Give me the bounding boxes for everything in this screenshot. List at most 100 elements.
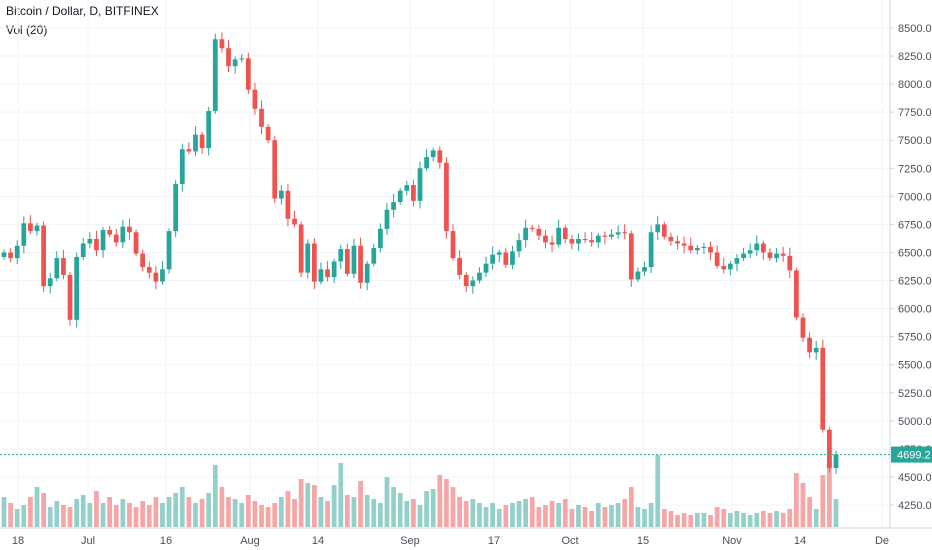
volume-bar [87, 503, 93, 527]
volume-bar [615, 503, 621, 527]
candle-body [325, 269, 330, 278]
candle-body [358, 245, 363, 283]
volume-bar [490, 503, 496, 527]
candles [1, 32, 839, 474]
volume-bar [543, 505, 548, 527]
volume-bar [780, 513, 786, 527]
candle-body [556, 227, 562, 245]
candle-body [470, 280, 476, 287]
volume-bar [378, 503, 383, 527]
candle-body [734, 258, 740, 264]
candle-body [668, 236, 674, 242]
volume-bar [642, 509, 647, 527]
x-tick-label: 17 [488, 535, 500, 547]
candle-body [239, 58, 245, 60]
volume-bar [727, 513, 733, 527]
candle-body [628, 233, 634, 280]
candle-body [364, 263, 370, 283]
volume-bar [655, 455, 661, 527]
volume-bar [503, 505, 509, 527]
volume-bar [265, 507, 271, 527]
candle-body [265, 126, 271, 141]
candle-body [120, 226, 126, 243]
x-tick-label: Sep [400, 535, 420, 547]
volume-bar [318, 497, 324, 527]
candle-body [67, 274, 73, 320]
candle-body [351, 245, 357, 274]
candle-body [272, 140, 278, 199]
volume-bar [800, 483, 806, 527]
volume-bar [305, 483, 311, 527]
y-tick-label: 8250.0 [898, 51, 932, 63]
volume-bar [127, 503, 132, 527]
volume-bar [688, 515, 694, 527]
candle-body [642, 267, 647, 272]
volume-bar [21, 505, 27, 527]
candle-body [681, 243, 687, 246]
y-tick-label: 4500.0 [898, 472, 932, 484]
volume-bar [450, 487, 456, 527]
volume-bar [589, 511, 595, 527]
candle-body [397, 190, 403, 202]
volume-bar [787, 509, 793, 527]
volume-bar [556, 503, 562, 527]
volume-bar [760, 511, 766, 527]
volume-bar [14, 509, 20, 527]
candle-body [292, 218, 297, 225]
candle-body [107, 230, 113, 235]
volume-bar [100, 503, 106, 527]
y-tick-label: 6250.0 [898, 276, 932, 288]
candle-body [278, 190, 284, 199]
y-tick-label: 7250.0 [898, 163, 932, 175]
last-price-label: 4699.2 [897, 450, 931, 462]
candle-body [378, 228, 383, 248]
volume-bar [226, 497, 231, 527]
candle-body [166, 231, 172, 270]
volume-bar [767, 513, 773, 527]
volume-bar [510, 503, 515, 527]
x-tick-label: Aug [240, 535, 260, 547]
volume-bar [582, 507, 588, 527]
volume-bar [74, 499, 80, 527]
y-tick-label: 8000.0 [898, 79, 932, 91]
volume-bar [331, 485, 337, 527]
candle-body [549, 242, 555, 245]
volume-indicator-label[interactable]: Vol (20) [6, 23, 48, 37]
candle-body [140, 253, 146, 268]
candle-body [523, 227, 529, 241]
volume-bar [67, 507, 73, 527]
y-tick-label: 6000.0 [898, 304, 932, 316]
last-price-badge [891, 446, 932, 463]
volume-bar [774, 511, 779, 527]
volume-bar [457, 497, 462, 527]
candle-body [430, 150, 436, 158]
volume-bar [133, 507, 139, 527]
volume-bar [113, 505, 119, 527]
candle-body [820, 347, 826, 430]
volume-bar [628, 487, 634, 527]
candle-body [543, 235, 548, 243]
volume-bar [417, 505, 423, 527]
volume-bar [186, 497, 192, 527]
candle-body [760, 243, 766, 253]
x-tick-label: De [875, 535, 889, 547]
volume-bar [747, 515, 753, 527]
volume-bar [8, 503, 13, 527]
candle-body [305, 243, 311, 273]
y-tick-label: 4250.0 [898, 500, 932, 512]
candle-body [87, 239, 93, 244]
candle-body [199, 134, 205, 149]
volume-bar [212, 465, 218, 527]
volume-bar [146, 505, 152, 527]
volume-bar [358, 481, 363, 527]
candle-body [206, 111, 212, 149]
candle-body [582, 239, 588, 241]
chart-title: Bitcoin / Dollar, D, BITFINEX [6, 4, 159, 18]
candle-body [562, 227, 568, 240]
volume-bar [371, 499, 377, 527]
candle-body [146, 267, 152, 273]
grid-lines [0, 0, 890, 528]
candle-body [589, 240, 595, 243]
volume-bar [193, 503, 198, 527]
